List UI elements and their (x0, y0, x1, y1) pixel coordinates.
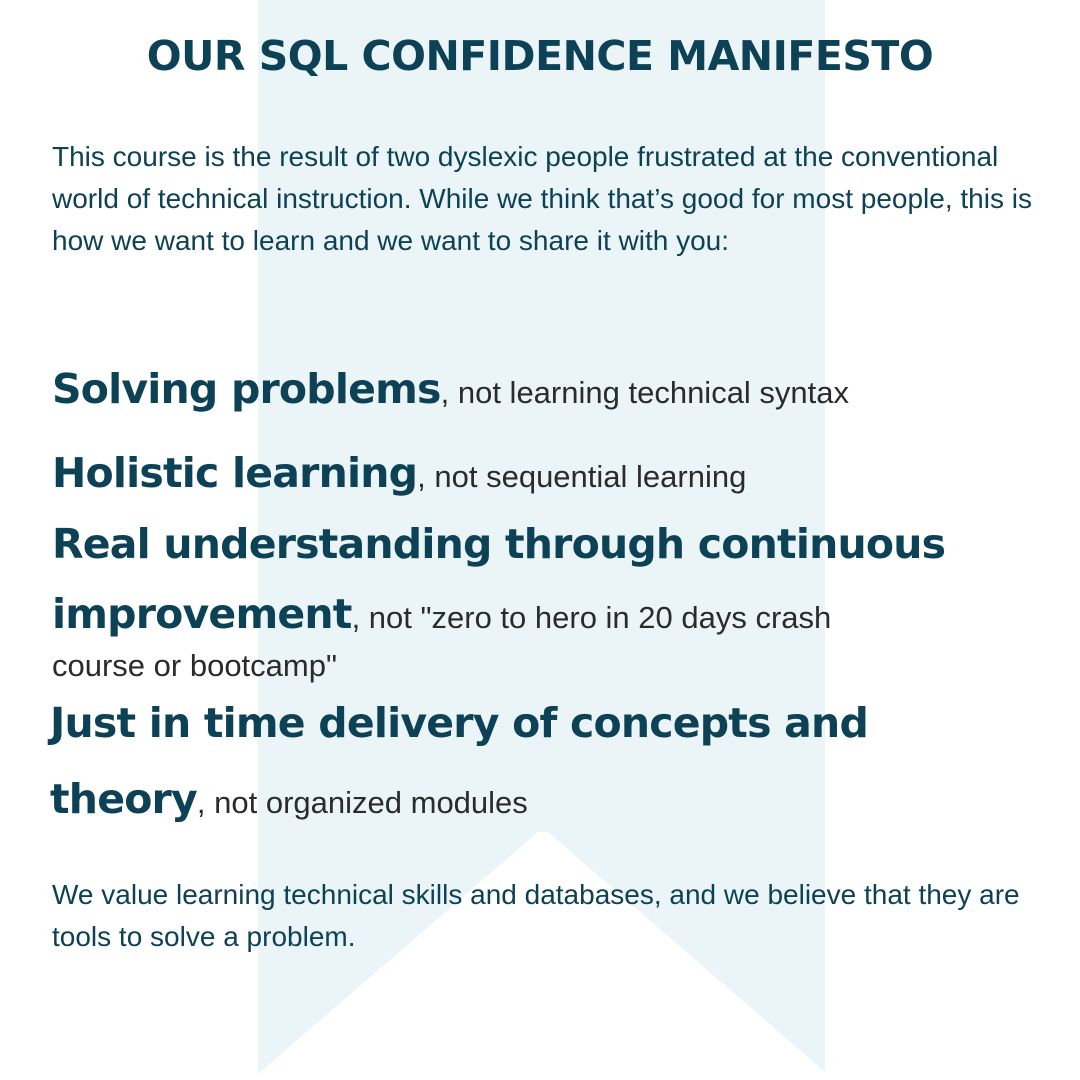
closing-paragraph: We value learning technical skills and d… (52, 879, 1020, 952)
principle-contrast-text: , not organized modules (196, 785, 528, 820)
principle-real-understanding: Real understanding through continuous im… (52, 514, 1012, 686)
principle-contrast-text: , not "zero to hero in 20 days crash (351, 600, 832, 635)
principle-contrast-text: course or bootcamp" (52, 648, 337, 683)
principle-strong-text: theory (50, 775, 198, 823)
principle-strong-text: Real understanding through continuous (52, 520, 946, 568)
principle-strong-text: improvement (52, 590, 352, 638)
principle-contrast-text: , not learning technical syntax (440, 375, 850, 410)
principle-strong-text: Holistic learning (52, 449, 418, 497)
principle-line-2: improvement, not "zero to hero in 20 day… (52, 584, 1012, 654)
principle-just-in-time: Just in time delivery of concepts and th… (50, 690, 1010, 842)
principle-solving-problems: Solving problems, not learning technical… (52, 360, 1012, 428)
principle-strong-text: Solving problems (52, 365, 441, 413)
principle-strong-text: Just in time delivery of concepts and (50, 699, 869, 747)
ribbon-shape (258, 0, 825, 1074)
principle-holistic-learning: Holistic learning, not sequential learni… (52, 444, 1012, 512)
principle-contrast-text: , not sequential learning (417, 459, 747, 494)
page-title: OUR SQL CONFIDENCE MANIFESTO (146, 32, 934, 80)
intro-paragraph: This course is the result of two dyslexi… (52, 141, 1032, 256)
